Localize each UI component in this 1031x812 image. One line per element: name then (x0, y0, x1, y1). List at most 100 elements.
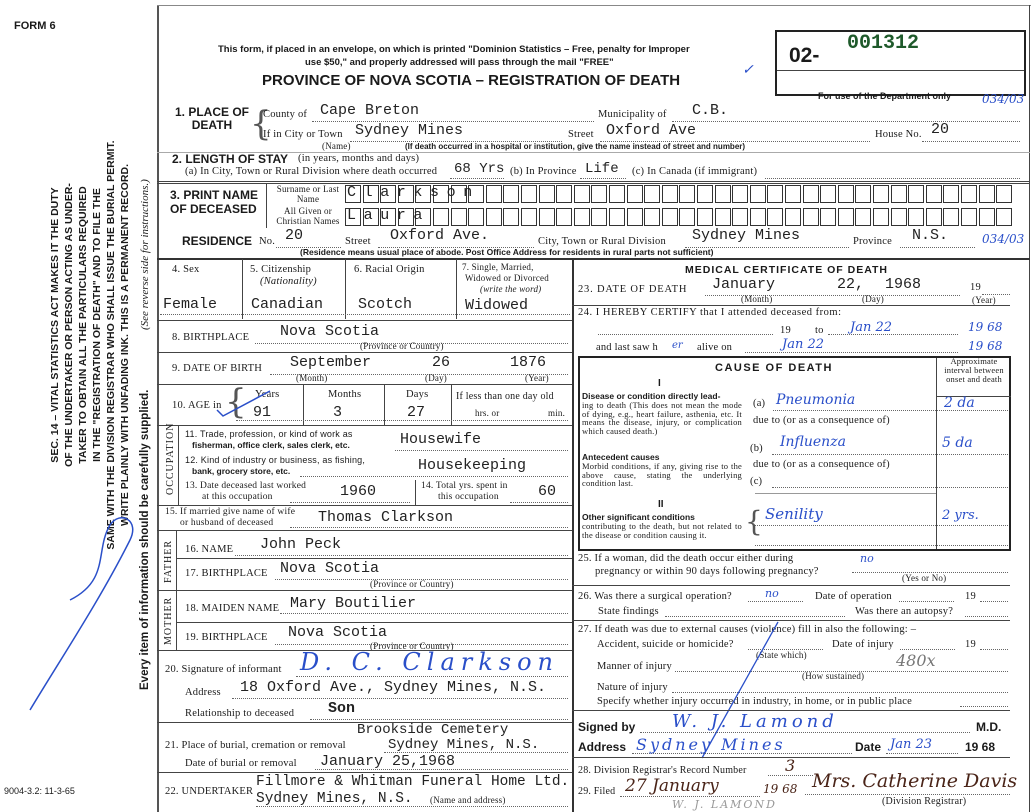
marital-label-1: 7. Single, Married, (462, 262, 534, 272)
department-only-label: For use of the Department only (818, 91, 952, 101)
record-number-value: 3 (785, 756, 796, 775)
mail-note-1: This form, if placed in an envelope, on … (218, 44, 690, 55)
physician-address-label: Address (578, 740, 627, 754)
physician-address-value: Sydney Mines (636, 735, 786, 754)
length-of-stay-note: (in years, months and days) (298, 153, 420, 164)
trade-label-2: fisherman, office clerk, sales clerk, et… (192, 440, 350, 450)
informant-signature-label: 20. Signature of informant (165, 664, 282, 675)
form-top-border (157, 5, 1031, 6)
external-annotation: 480x (896, 651, 936, 670)
trade-label-1: 11. Trade, profession, or kind of work a… (185, 429, 353, 439)
name-character-cell (485, 185, 502, 203)
name-character-cell (749, 208, 766, 226)
mother-birthplace-note: (Province or Country) (370, 641, 454, 651)
death-year-value: 1968 (885, 276, 922, 293)
name-character-cell (873, 185, 889, 203)
death-year-19: 19 (970, 282, 981, 293)
house-number-value: 20 (931, 121, 950, 138)
registration-number: 001312 (847, 32, 920, 55)
stay-canada-label: (c) In Canada (if immigrant) (632, 166, 758, 177)
mother-birthplace-label: 19. BIRTHPLACE (185, 632, 268, 643)
mother-birthplace-value: Nova Scotia (288, 624, 388, 641)
residence-street-value: Oxford Ave. (390, 227, 490, 244)
see-reverse-note: (See reverse side for instructions.) (139, 179, 151, 330)
name-character-cell (450, 208, 467, 226)
dob-day-value: 26 (432, 354, 451, 371)
department-code-2: 034/03 (982, 232, 1025, 246)
form-number: FORM 6 (14, 20, 56, 32)
name-character-cell (397, 208, 414, 226)
cause-b-value: Influenza (780, 434, 846, 450)
due-to-label-1: due to (or as a consequence of) (753, 415, 890, 426)
name-character-cell (380, 185, 397, 203)
hospital-note: (If death occurred in a hospital or inst… (405, 142, 746, 151)
name-character-cell (433, 208, 449, 226)
name-character-cell (556, 185, 573, 203)
dob-label: 9. DATE OF BIRTH (172, 363, 263, 374)
state-which-note: (State which) (756, 650, 807, 660)
name-note: (Name) (322, 141, 351, 151)
name-character-cell (503, 208, 520, 226)
name-character-cell (785, 208, 801, 226)
industry-label-2: bank, grocery store, etc. (192, 466, 291, 476)
name-character-cell (732, 185, 749, 203)
form-title: PROVINCE OF NOVA SCOTIA – REGISTRATION O… (262, 72, 681, 89)
name-character-cell (714, 208, 731, 226)
date-of-death-label: 23. DATE OF DEATH (578, 284, 688, 295)
dob-day-note: (Day) (425, 373, 447, 383)
attended-to-year: 19 68 (968, 320, 1003, 334)
name-character-cell (362, 185, 379, 203)
due-to-label-2: due to (or as a consequence of) (753, 459, 890, 470)
certify-label: 24. I HEREBY CERTIFY that I attended dec… (578, 307, 842, 318)
stay-city-value: 68 Yrs (454, 161, 505, 177)
name-character-cell (802, 185, 819, 203)
street-value: Oxford Ave (606, 122, 697, 139)
less-than-day-label: If less than one day old (456, 391, 554, 402)
antecedent-text: Morbid conditions, if any, giving rise t… (582, 461, 742, 489)
name-character-cell (609, 208, 625, 226)
residence-no-value: 20 (285, 227, 304, 244)
burial-place-line-1: Brookside Cemetery (357, 722, 509, 738)
length-of-stay-label: 2. LENGTH OF STAY (172, 152, 289, 166)
pregnancy-value: no (860, 552, 874, 565)
age-years-label: Years (255, 389, 280, 400)
total-years-label-2: this occupation (438, 492, 499, 502)
municipality-label: Municipality of (598, 109, 667, 120)
print-code: 9004-3.2: 11-3-65 (4, 786, 75, 796)
hours-label: hrs. or (475, 408, 500, 418)
name-character-cell (626, 208, 643, 226)
last-worked-label-2: at this occupation (202, 492, 273, 502)
operation-value: no (765, 587, 779, 600)
father-name-label: 16. NAME (185, 544, 234, 555)
signed-by-label: Signed by (578, 720, 636, 734)
name-character-cell (697, 208, 713, 226)
name-character-cell (855, 185, 872, 203)
residence-note: (Residence means usual place of abode. P… (300, 247, 714, 257)
name-character-cell (591, 208, 608, 226)
marital-value: Widowed (465, 297, 529, 314)
cause-b-interval: 5 da (942, 435, 973, 451)
birthplace-note: (Province or Country) (360, 341, 444, 351)
city-label: If in City or Town (263, 129, 343, 140)
municipality-value: C.B. (692, 102, 729, 119)
antecedent-title: Antecedent causes (582, 452, 660, 462)
registration-number-box: 02- 001312 (775, 30, 1026, 96)
record-number-label: 28. Division Registrar's Record Number (578, 765, 747, 776)
name-character-cell (873, 208, 889, 226)
name-character-cell (573, 185, 590, 203)
father-birthplace-label: 17. BIRTHPLACE (185, 568, 268, 579)
citizenship-value: Canadian (251, 296, 324, 313)
name-character-cell (697, 185, 713, 203)
mail-note-2: use $50," and properly addressed will pa… (305, 57, 614, 68)
name-character-cell (362, 208, 379, 226)
dob-year-note: (Year) (525, 373, 549, 383)
accident-label: Accident, suicide or homicide? (597, 639, 734, 650)
name-character-cell (908, 208, 925, 226)
name-character-cell (415, 185, 432, 203)
cause-c-label: (c) (750, 476, 763, 487)
pregnancy-label-2: pregnancy or within 90 days following pr… (595, 566, 819, 577)
dob-month-note: (Month) (296, 373, 328, 383)
cause-a-interval: 2 da (944, 395, 975, 411)
last-worked-value: 1960 (340, 483, 377, 500)
name-character-cell (626, 185, 643, 203)
